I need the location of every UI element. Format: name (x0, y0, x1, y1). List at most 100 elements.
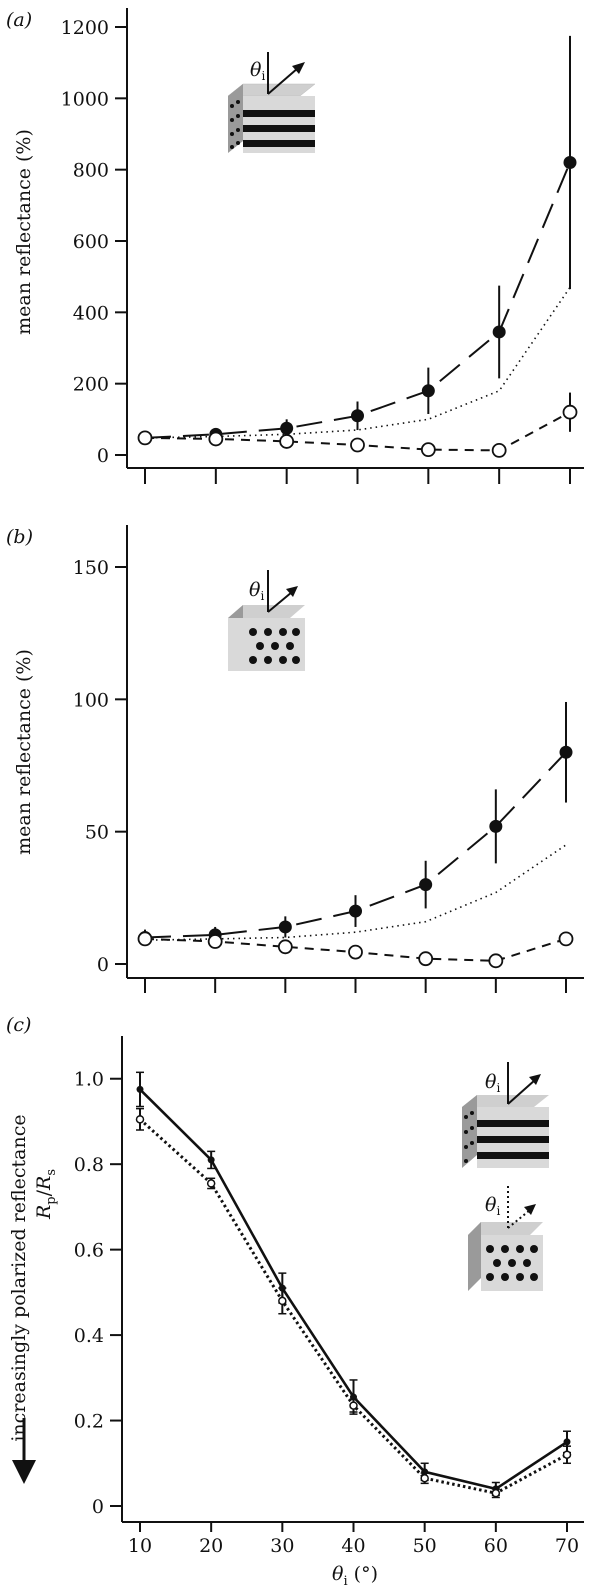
x-tick-label: 50 (413, 1535, 437, 1557)
data-point-filled (351, 409, 364, 423)
data-point-open (349, 1401, 358, 1410)
inset-b-hole (249, 656, 257, 664)
data-point-filled (136, 1085, 144, 1093)
y-tick-label: 0.2 (74, 1411, 104, 1433)
inset-c1-hole (470, 1111, 474, 1115)
panel-b-letter: (b) (6, 526, 33, 548)
data-point-open (348, 944, 363, 960)
data-point-filled (278, 920, 292, 934)
data-point-open (418, 951, 434, 967)
panel-a-ylabel: mean reflectance (%) (13, 129, 35, 335)
data-point-open (491, 442, 507, 458)
inset-c1-hole (470, 1126, 474, 1130)
inset-c1-theta-label: θi (485, 1071, 500, 1095)
inset-c2-hole (493, 1259, 501, 1267)
y-tick-label: 1.0 (74, 1069, 104, 1091)
xlabel-theta: θ (332, 1563, 344, 1585)
x-tick-label: 70 (555, 1535, 579, 1557)
y-tick-label: 1200 (61, 17, 109, 39)
data-point-filled (563, 1438, 571, 1446)
inset-b-hole (279, 656, 287, 664)
inset-c2-top-face (468, 1222, 543, 1235)
inset-c1-hole (464, 1159, 468, 1163)
data-point-open (279, 434, 295, 449)
panel-c-chart: 0 0.2 0.4 0.6 0.8 1.0 10 20 30 40 50 60 70 (74, 1036, 584, 1557)
data-point-open (491, 1488, 501, 1498)
polarization-arrow-head (12, 1460, 36, 1484)
xlabel-unit: (°) (348, 1563, 378, 1585)
inset-c2-hole (530, 1273, 538, 1281)
panel-a-chart: 0 200 400 600 800 1000 1200 (61, 8, 584, 484)
x-tick-label: 20 (199, 1535, 223, 1557)
inset-c1-stripe-2 (477, 1136, 549, 1143)
inset-a-hole (230, 145, 234, 149)
series-line-filled-long-dash (144, 162, 571, 439)
inset-c2-hole (523, 1259, 531, 1267)
ratio-s: s (44, 1169, 59, 1176)
data-point-open (278, 1296, 287, 1306)
panel-c-inset-hole-block-icon: θi (468, 1186, 543, 1291)
inset-a-reflected-ray (267, 67, 299, 95)
y-tick-label: 0 (97, 445, 109, 467)
inset-a-hole (236, 100, 240, 104)
data-point-open (137, 931, 153, 947)
y-tick-label: 1000 (61, 88, 109, 110)
inset-c2-hole (508, 1259, 516, 1267)
inset-c2-hole (530, 1245, 538, 1253)
data-point-filled (349, 904, 362, 918)
inset-a-hole (236, 141, 240, 145)
data-point-open (562, 1450, 572, 1459)
panel-b-chart: 0 50 100 150 (73, 525, 584, 993)
y-tick-label: 600 (73, 231, 109, 253)
panel-c-inset-multilayer-icon: θi (462, 1062, 549, 1168)
inset-b-hole (264, 656, 272, 664)
data-point-open (277, 939, 293, 955)
inset-a-hole (236, 114, 240, 118)
inset-c1-hole (464, 1145, 468, 1149)
inset-a-hole (230, 104, 234, 108)
inset-b-hole (271, 642, 279, 650)
inset-b-hole (249, 628, 257, 636)
panel-c-ylabel-line1: increasingly polarized reflectance (8, 1114, 30, 1441)
data-point-filled (421, 384, 435, 398)
x-tick-label: 30 (270, 1535, 294, 1557)
inset-c2-side-face (468, 1222, 481, 1291)
inset-c1-reflected-ray (507, 1079, 536, 1105)
panel-c-xlabel: θi (°) (332, 1563, 378, 1586)
panel-a-letter: (a) (6, 9, 32, 31)
x-tick-label: 10 (128, 1535, 152, 1557)
data-point-open (562, 404, 578, 420)
inset-c1-hole (464, 1115, 468, 1119)
data-point-filled (280, 421, 294, 435)
data-point-filled (492, 325, 506, 339)
inset-b-arrowhead (286, 586, 298, 597)
data-point-open (558, 931, 574, 947)
series-line-dotted (144, 844, 567, 941)
data-point-filled (207, 1156, 215, 1164)
y-tick-label: 0 (92, 1496, 104, 1518)
data-point-open (488, 953, 504, 969)
data-point-open (208, 431, 224, 447)
inset-b-hole (264, 628, 272, 636)
inset-c1-stripe-1 (477, 1120, 549, 1127)
inset-c2-theta-label: θi (485, 1194, 500, 1218)
ratio-p: p (44, 1196, 59, 1204)
inset-b-hole (292, 628, 300, 636)
inset-c1-top-face (462, 1095, 549, 1107)
panel-c-letter: (c) (6, 1014, 31, 1036)
y-tick-label: 400 (73, 302, 109, 324)
panel-a-inset-multilayer-icon: θi (227, 52, 316, 153)
inset-b-hole (292, 656, 300, 664)
data-point-open (350, 437, 365, 453)
y-tick-label: 0.6 (74, 1240, 104, 1262)
data-point-open (420, 1473, 429, 1483)
data-point-open (420, 442, 436, 458)
inset-b-hole (256, 642, 264, 650)
inset-a-stripe-2 (243, 125, 315, 132)
ratio-slash: / (33, 1189, 55, 1196)
inset-a-hole (236, 128, 240, 132)
inset-b-reflected-ray (267, 591, 293, 613)
inset-b-hole (279, 628, 287, 636)
inset-c2-hole (486, 1273, 494, 1281)
x-tick-label: 60 (484, 1535, 508, 1557)
